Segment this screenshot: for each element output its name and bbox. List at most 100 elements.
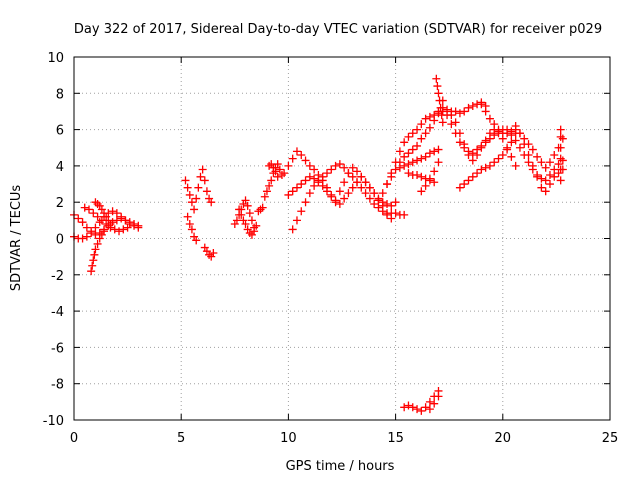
data-point (477, 143, 486, 152)
y-tick-label: -4 (51, 305, 64, 320)
data-point (277, 170, 286, 179)
data-point (468, 149, 477, 158)
data-point (271, 167, 280, 176)
data-point (537, 174, 546, 183)
data-point (185, 219, 194, 228)
data-point (88, 261, 97, 270)
data-point (89, 256, 98, 265)
y-tick-label: 2 (56, 196, 64, 211)
data-point (117, 212, 126, 221)
data-point (460, 180, 469, 189)
data-point (267, 160, 276, 169)
data-point (408, 403, 417, 412)
data-point (554, 169, 563, 178)
data-point (556, 165, 565, 174)
data-point (119, 225, 128, 234)
data-point (108, 218, 117, 227)
series-seg-g (183, 212, 201, 245)
series-seg-h (200, 243, 218, 261)
data-point (288, 187, 297, 196)
data-point (378, 207, 387, 216)
data-point (556, 132, 565, 141)
series-seg-p (288, 172, 400, 234)
data-point (205, 250, 214, 259)
data-point (265, 161, 274, 170)
data-point (256, 205, 265, 214)
data-point (550, 172, 559, 181)
data-point (556, 176, 565, 185)
data-point (91, 223, 100, 232)
data-point (314, 178, 323, 187)
data-point (322, 169, 331, 178)
data-point (473, 151, 482, 160)
data-point (503, 145, 512, 154)
data-point (327, 165, 336, 174)
data-point (78, 218, 87, 227)
data-point (183, 183, 192, 192)
data-point (391, 198, 400, 207)
data-point (391, 165, 400, 174)
series-seg-ab (556, 125, 565, 185)
data-point (192, 194, 201, 203)
data-point (425, 397, 434, 406)
data-point (200, 243, 209, 252)
data-point (340, 163, 349, 172)
data-point (190, 232, 199, 241)
data-point (511, 161, 520, 170)
data-point (125, 219, 134, 228)
data-point (187, 198, 196, 207)
data-point (91, 198, 100, 207)
y-tick-label: -10 (43, 414, 64, 429)
data-point (102, 212, 111, 221)
data-point (301, 198, 310, 207)
data-point (417, 134, 426, 143)
data-point (74, 214, 83, 223)
data-point (404, 169, 413, 178)
data-point (112, 209, 121, 218)
data-point (554, 160, 563, 169)
data-point (237, 210, 246, 219)
data-point (413, 405, 422, 414)
data-point (507, 127, 516, 136)
series-seg-d (87, 227, 109, 276)
data-point (297, 207, 306, 216)
data-point (408, 129, 417, 138)
data-point (430, 178, 439, 187)
data-point (97, 205, 106, 214)
data-point (558, 156, 567, 165)
chart-title: Day 322 of 2017, Sidereal Day-to-day VTE… (74, 22, 602, 37)
data-point (260, 192, 269, 201)
data-point (87, 267, 96, 276)
data-point (481, 107, 490, 116)
data-point (556, 154, 565, 163)
data-point (93, 212, 102, 221)
data-point (239, 216, 248, 225)
series-seg-b (70, 207, 143, 243)
series-seg-u (417, 158, 443, 196)
data-point (187, 225, 196, 234)
data-point (115, 227, 124, 236)
x-axis-label: GPS time / hours (286, 459, 395, 474)
data-point (413, 125, 422, 134)
data-point (245, 229, 254, 238)
series-seg-j (235, 205, 261, 239)
data-point (408, 145, 417, 154)
data-point (541, 176, 550, 185)
data-point (400, 403, 409, 412)
series-seg-ad (425, 392, 443, 414)
data-point (243, 225, 252, 234)
data-point (90, 250, 99, 259)
data-point (361, 178, 370, 187)
data-point (370, 189, 379, 198)
data-point (425, 123, 434, 132)
data-point (541, 163, 550, 172)
data-point (537, 183, 546, 192)
data-point (185, 190, 194, 199)
data-point (108, 207, 117, 216)
data-point (468, 156, 477, 165)
data-point (310, 174, 319, 183)
data-point (556, 125, 565, 134)
data-point (310, 165, 319, 174)
data-point (524, 151, 533, 160)
data-point (361, 189, 370, 198)
